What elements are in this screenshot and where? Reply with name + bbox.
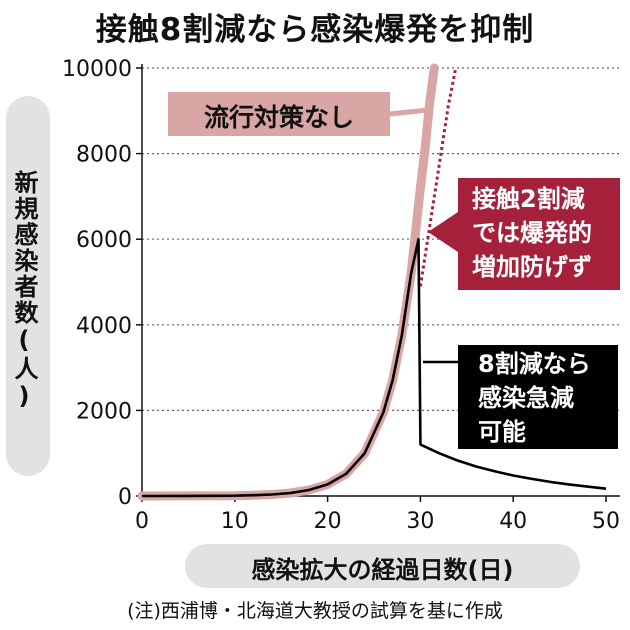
y-axis-label: 新規感染者数(人) — [10, 170, 38, 412]
reduce80-label: 8割減なら 感染急減 可能 — [458, 345, 618, 449]
reduce80-label-line-1: 8割減なら — [478, 350, 591, 378]
x-axis-label-background — [185, 544, 580, 588]
no-measures-label-text: 流行対策なし — [203, 103, 354, 132]
no-measures-leader-line — [389, 107, 429, 117]
source-note: (注)西浦博・北海道大教授の試算を基に作成 — [127, 600, 503, 622]
y-tick-label: 2000 — [76, 399, 132, 424]
x-tick-label: 50 — [592, 509, 620, 534]
x-tick-label: 20 — [314, 509, 342, 534]
x-tick-label: 0 — [135, 509, 149, 534]
x-tick-label: 30 — [406, 509, 434, 534]
y-tick-label: 10000 — [62, 57, 132, 82]
y-tick-label: 6000 — [76, 228, 132, 253]
no-measures-label: 流行対策なし — [168, 92, 390, 136]
reduce20-label-line-2: では爆発的 — [472, 219, 592, 247]
y-tick-label: 4000 — [76, 314, 132, 339]
x-tick-label: 10 — [221, 509, 249, 534]
x-axis-label: 感染拡大の経過日数(日) — [251, 556, 514, 584]
series-line-reduce20 — [418, 67, 458, 287]
reduce20-label-line-1: 接触2割減 — [472, 185, 585, 213]
y-axis-label-background — [6, 96, 50, 476]
reduce80-label-line-2: 感染急減 — [478, 384, 574, 412]
reduce20-label-line-3: 増加防げず — [472, 253, 592, 281]
y-tick-label: 0 — [118, 485, 132, 510]
reduce20-label: 接触2割減 では爆発的 増加防げず — [458, 178, 620, 290]
x-tick-label: 40 — [499, 509, 527, 534]
reduce80-label-line-3: 可能 — [478, 418, 526, 446]
series-line-reduce80 — [141, 237, 607, 498]
chart-title: 接触8割減なら感染爆発を抑制 — [95, 12, 535, 48]
reduce20-leader-pointer — [428, 212, 458, 252]
y-tick-label: 8000 — [76, 143, 132, 168]
